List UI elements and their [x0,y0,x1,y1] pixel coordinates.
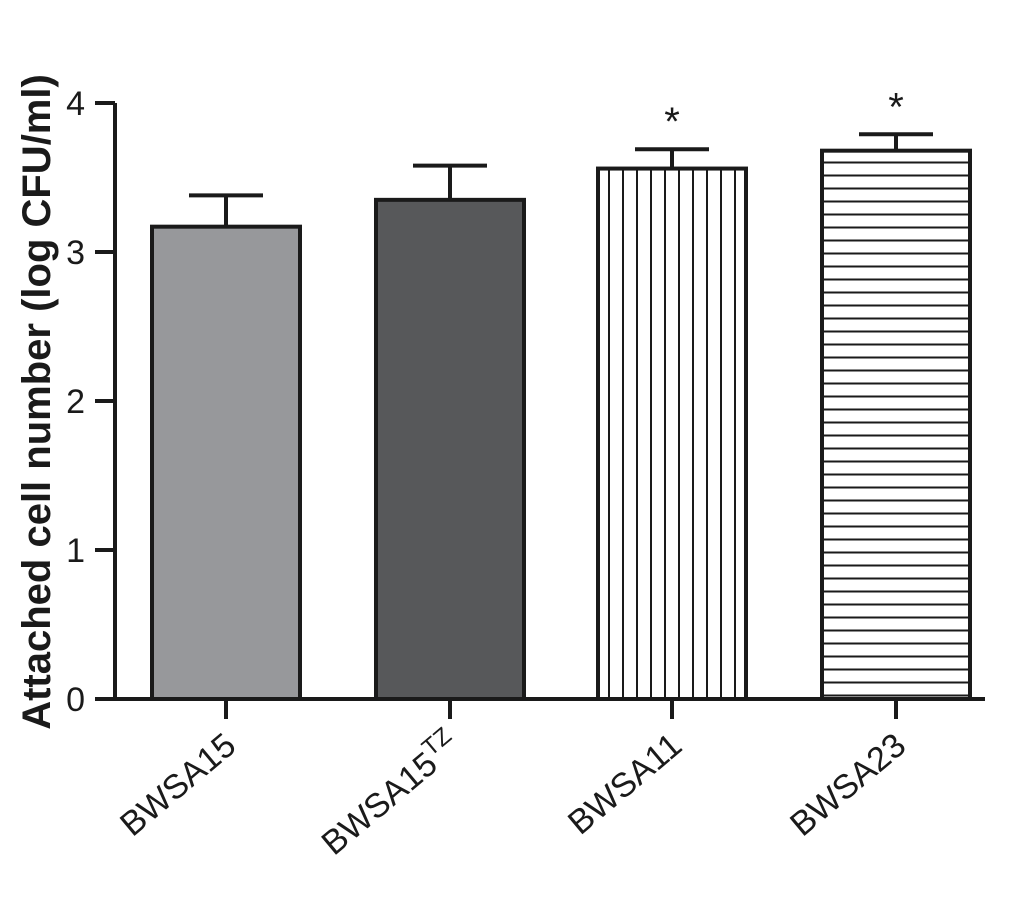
bar-1 [374,197,526,701]
bar-2 [596,166,748,701]
bar-0 [150,224,302,701]
category-name-0: BWSA15 [113,726,243,844]
x-tick-label-1: BWSA15TZ [311,722,467,862]
category-name-1: BWSA15 [315,745,445,863]
category-name-2: BWSA11 [561,726,689,842]
bars-layer [150,132,972,701]
x-tick-label-0: BWSA15 [113,726,243,844]
x-tick-label-2: BWSA11 [561,726,689,842]
y-tick-label-4: 4 [66,85,85,123]
y-tick-label-1: 1 [66,532,85,570]
y-axis-title: Attached cell number (log CFU/ml) [15,74,59,730]
bar-3 [820,148,972,701]
y-tick-label-0: 0 [66,681,85,719]
x-tick-label-3: BWSA23 [783,726,913,844]
axes-layer [95,101,985,719]
significance-marker-3: * [888,85,904,129]
significance-marker-2: * [664,100,680,144]
y-tick-label-2: 2 [66,383,85,421]
y-tick-label-3: 3 [66,234,85,272]
category-name-3: BWSA23 [783,726,913,844]
